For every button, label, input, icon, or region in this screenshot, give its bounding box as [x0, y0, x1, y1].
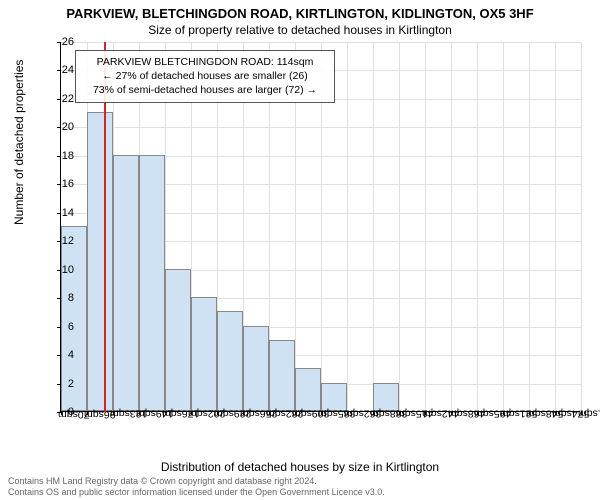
- histogram-bar: [139, 155, 165, 411]
- histogram-bar: [243, 326, 269, 411]
- ytick-label: 24: [44, 64, 74, 76]
- histogram-bar: [269, 340, 295, 411]
- gridline-vertical: [373, 42, 374, 412]
- ytick-label: 6: [44, 321, 74, 333]
- ytick-label: 12: [44, 235, 74, 247]
- footer-line1: Contains HM Land Registry data © Crown c…: [8, 476, 385, 487]
- ytick-label: 16: [44, 178, 74, 190]
- footer-line2: Contains OS and public sector informatio…: [8, 487, 385, 498]
- histogram-bar: [217, 311, 243, 411]
- ytick-label: 2: [44, 378, 74, 390]
- gridline-vertical: [581, 42, 582, 412]
- ytick-label: 26: [44, 36, 74, 48]
- infobox-line1: PARKVIEW BLETCHINGDON ROAD: 114sqm: [82, 55, 328, 69]
- gridline-vertical: [399, 42, 400, 412]
- page-title: PARKVIEW, BLETCHINGDON ROAD, KIRTLINGTON…: [0, 0, 600, 21]
- footer-attribution: Contains HM Land Registry data © Crown c…: [8, 476, 385, 498]
- gridline-vertical: [425, 42, 426, 412]
- gridline-vertical: [451, 42, 452, 412]
- ytick-label: 18: [44, 150, 74, 162]
- page-subtitle: Size of property relative to detached ho…: [0, 21, 600, 41]
- gridline-vertical: [555, 42, 556, 412]
- gridline-vertical: [503, 42, 504, 412]
- x-axis-label: Distribution of detached houses by size …: [0, 460, 600, 474]
- ytick-label: 10: [44, 264, 74, 276]
- infobox-line2: ← 27% of detached houses are smaller (26…: [82, 69, 328, 83]
- histogram-bar: [87, 112, 113, 411]
- y-axis-label: Number of detached properties: [12, 60, 26, 225]
- ytick-label: 8: [44, 292, 74, 304]
- gridline-vertical: [529, 42, 530, 412]
- gridline-vertical: [347, 42, 348, 412]
- ytick-label: 22: [44, 93, 74, 105]
- info-box: PARKVIEW BLETCHINGDON ROAD: 114sqm ← 27%…: [75, 50, 335, 103]
- ytick-label: 4: [44, 349, 74, 361]
- histogram-bar: [113, 155, 139, 411]
- ytick-label: 20: [44, 121, 74, 133]
- ytick-label: 14: [44, 207, 74, 219]
- histogram-bar: [191, 297, 217, 411]
- gridline-vertical: [477, 42, 478, 412]
- histogram-bar: [165, 269, 191, 411]
- infobox-line3: 73% of semi-detached houses are larger (…: [82, 83, 328, 97]
- histogram-bar: [295, 368, 321, 411]
